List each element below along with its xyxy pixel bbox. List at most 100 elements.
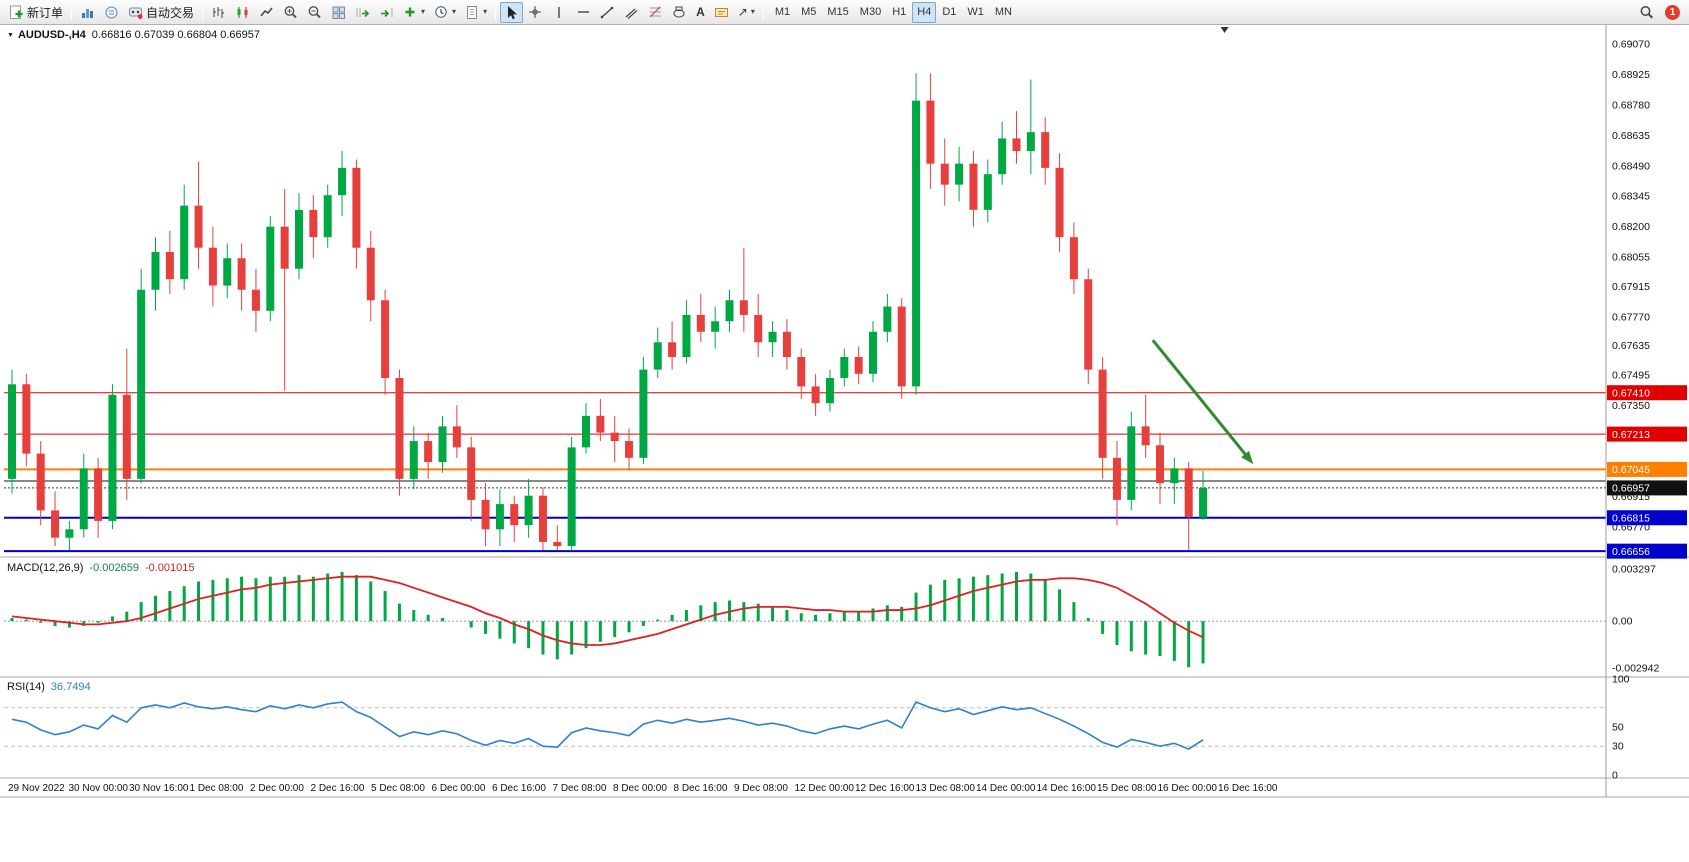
- zoom-out-button[interactable]: [303, 2, 326, 23]
- channel-button[interactable]: [620, 2, 643, 23]
- price-axis-label: 0.67915: [1612, 281, 1650, 293]
- chart-symbol-ohlc-label: ▼ AUDUSD-,H4 0.66816 0.67039 0.66804 0.6…: [7, 29, 260, 41]
- chevron-down-icon: ▾: [421, 7, 426, 16]
- time-axis-label: 6 Dec 16:00: [492, 783, 546, 794]
- time-axis-label: 16 Dec 00:00: [1158, 783, 1218, 794]
- trend-arrow-head[interactable]: [1241, 450, 1254, 465]
- time-axis-label: 2 Dec 00:00: [250, 783, 304, 794]
- time-axis-label: 8 Dec 00:00: [613, 783, 667, 794]
- template-button[interactable]: ▾: [461, 2, 491, 23]
- timeframe-D1-button[interactable]: D1: [937, 2, 961, 23]
- price-tag-label: 0.67213: [1612, 429, 1650, 441]
- toolbar-separator: [202, 3, 204, 21]
- auto-scroll-icon: [356, 7, 370, 17]
- crosshair-button[interactable]: [524, 2, 547, 23]
- chart-shift-marker-icon[interactable]: [1220, 27, 1229, 33]
- toolbar-separator: [71, 3, 73, 21]
- symbol-period-label: AUDUSD-,H4: [17, 29, 86, 41]
- text-label-button[interactable]: [710, 2, 733, 23]
- macd-signal-line: [11, 575, 1204, 646]
- time-axis-label: 14 Dec 00:00: [976, 783, 1036, 794]
- shapes-button[interactable]: [668, 2, 691, 23]
- rsi-axis-label: 100: [1612, 674, 1630, 686]
- rsi-line: [11, 701, 1204, 750]
- timeframe-M30-button[interactable]: M30: [855, 2, 886, 23]
- price-axis-label: 0.68780: [1612, 99, 1650, 111]
- notification-badge[interactable]: 1: [1665, 4, 1680, 20]
- time-axis-label: 8 Dec 16:00: [674, 783, 728, 794]
- macd-axis-label: -0.002942: [1612, 662, 1659, 674]
- macd-header: MACD(12,26,9) -0.002659 -0.001015: [7, 562, 195, 574]
- price-tag: [1607, 461, 1687, 477]
- cursor-button[interactable]: [500, 1, 524, 23]
- trend-arrow[interactable]: [1151, 339, 1249, 459]
- price-tag: [1607, 385, 1687, 401]
- price-tag: [1607, 510, 1687, 526]
- toolbar-separator: [762, 3, 764, 21]
- trendline-icon: [600, 6, 614, 18]
- line-chart-icon: [260, 7, 273, 16]
- rsi-header: RSI(14) 36.7494: [7, 681, 91, 693]
- timeframe-H4-button[interactable]: H4: [912, 1, 937, 23]
- tile-windows-icon: [332, 6, 346, 19]
- arrows-button[interactable]: ↗ ▾: [734, 2, 759, 23]
- vertical-line-button[interactable]: [548, 2, 571, 23]
- candles-layer: [8, 73, 1208, 551]
- timeframe-M5-button[interactable]: M5: [796, 2, 821, 23]
- search-icon: [1640, 5, 1654, 19]
- horizontal-line-button[interactable]: [572, 2, 595, 23]
- new-order-button[interactable]: 新订单: [5, 2, 67, 23]
- algo-trading-icon: [129, 7, 143, 19]
- zoom-in-button[interactable]: [279, 2, 302, 23]
- timeframe-M15-button[interactable]: M15: [822, 2, 853, 23]
- chart-shift-button[interactable]: [375, 2, 398, 23]
- timeframe-MN-button[interactable]: MN: [990, 2, 1017, 23]
- macd-signal-value: -0.001015: [144, 562, 195, 574]
- line-chart-type-button[interactable]: [255, 2, 278, 23]
- rsi-value: 36.7494: [50, 681, 91, 693]
- add-indicator-button[interactable]: ▾: [399, 2, 429, 23]
- algo-trading-label: 自动交易: [146, 5, 195, 20]
- new-order-icon: [10, 5, 23, 19]
- data-window-icon: [105, 6, 118, 18]
- price-tag-label: 0.66815: [1612, 513, 1650, 525]
- price-axis-label: 0.69070: [1612, 38, 1650, 50]
- bar-chart-type-button[interactable]: [207, 2, 230, 23]
- auto-scroll-button[interactable]: [351, 2, 374, 23]
- zoom-in-icon: [284, 5, 297, 18]
- data-window-button[interactable]: [100, 2, 123, 23]
- market-watch-button[interactable]: [76, 2, 99, 23]
- algo-trading-button[interactable]: 自动交易: [124, 2, 198, 23]
- price-axis-label: 0.68925: [1612, 69, 1650, 81]
- trendline-button[interactable]: [596, 2, 619, 23]
- time-axis-label: 29 Nov 2022: [8, 783, 65, 794]
- price-axis-label: 0.68490: [1612, 160, 1650, 172]
- timeframe-M1-button[interactable]: M1: [770, 2, 795, 23]
- tile-windows-button[interactable]: [327, 2, 350, 23]
- text-button[interactable]: A: [692, 2, 709, 23]
- chart-shift-icon: [381, 7, 393, 17]
- period-button[interactable]: ▾: [430, 2, 460, 23]
- toolbar-right-group: 1: [1635, 2, 1684, 23]
- rsi-axis-label: 50: [1612, 722, 1624, 734]
- fibonacci-icon: [649, 6, 662, 17]
- time-axis-label: 16 Dec 16:00: [1218, 783, 1278, 794]
- time-axis-label: 5 Dec 08:00: [371, 783, 425, 794]
- timeframe-W1-button[interactable]: W1: [962, 2, 989, 23]
- price-tag: [1607, 480, 1687, 496]
- price-axis-label: 0.68200: [1612, 221, 1650, 233]
- price-axis-label: 0.67770: [1612, 312, 1650, 324]
- time-axis-label: 12 Dec 00:00: [795, 783, 855, 794]
- macd-axis-label: 0.00: [1612, 616, 1633, 628]
- channel-icon: [625, 8, 638, 19]
- price-axis-label: 0.68055: [1612, 252, 1650, 264]
- search-button[interactable]: [1635, 2, 1658, 23]
- zoom-out-icon: [308, 5, 321, 18]
- fibonacci-button[interactable]: [644, 2, 667, 23]
- timeframe-H1-button[interactable]: H1: [887, 2, 911, 23]
- candlestick-type-button[interactable]: [231, 2, 254, 23]
- time-axis-label: 13 Dec 08:00: [916, 783, 976, 794]
- macd-name-label: MACD(12,26,9): [7, 562, 84, 574]
- rsi-name-label: RSI(14): [7, 681, 45, 693]
